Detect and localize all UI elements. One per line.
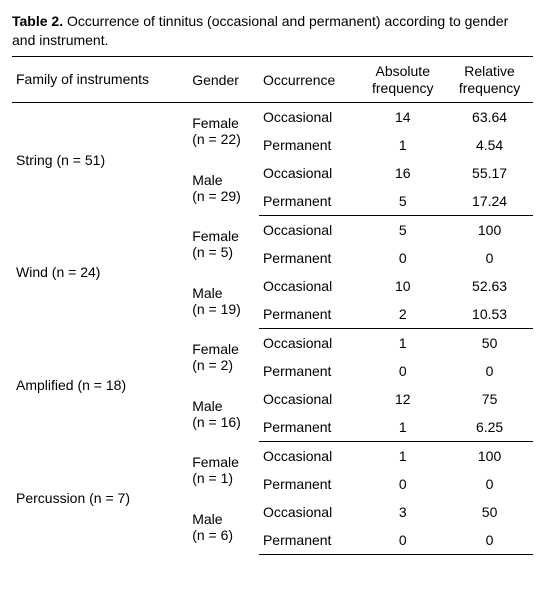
family-cell: Wind (n = 24) <box>12 216 188 329</box>
table-row: String (n = 51)Female(n = 22)Occasional1… <box>12 103 533 132</box>
absolute-cell: 16 <box>359 159 446 187</box>
table-label: Table 2. <box>12 13 63 29</box>
gender-cell: Female(n = 5) <box>188 216 259 273</box>
family-cell: Percussion (n = 7) <box>12 442 188 555</box>
absolute-cell: 0 <box>359 357 446 385</box>
occurrence-cell: Permanent <box>259 357 359 385</box>
gender-label: Male <box>192 285 222 301</box>
absolute-cell: 0 <box>359 244 446 272</box>
gender-cell: Male(n = 19) <box>188 272 259 329</box>
occurrence-cell: Permanent <box>259 470 359 498</box>
col-family: Family of instruments <box>12 56 188 103</box>
gender-label: Female <box>192 454 239 470</box>
col-relative-2: frequency <box>459 80 520 96</box>
gender-n: (n = 19) <box>192 301 241 317</box>
occurrence-cell: Permanent <box>259 413 359 442</box>
occurrence-cell: Occasional <box>259 159 359 187</box>
occurrence-cell: Occasional <box>259 103 359 132</box>
absolute-cell: 12 <box>359 385 446 413</box>
absolute-cell: 3 <box>359 498 446 526</box>
occurrence-cell: Occasional <box>259 216 359 245</box>
absolute-cell: 1 <box>359 329 446 358</box>
col-relative: Relative frequency <box>446 56 533 103</box>
occurrence-cell: Occasional <box>259 385 359 413</box>
col-gender: Gender <box>188 56 259 103</box>
relative-cell: 50 <box>446 498 533 526</box>
table-caption: Table 2. Occurrence of tinnitus (occasio… <box>12 12 533 50</box>
gender-label: Female <box>192 341 239 357</box>
gender-label: Male <box>192 511 222 527</box>
absolute-cell: 0 <box>359 470 446 498</box>
table-caption-text: Occurrence of tinnitus (occasional and p… <box>12 13 508 48</box>
col-relative-1: Relative <box>464 63 515 79</box>
col-absolute-1: Absolute <box>376 63 430 79</box>
occurrence-cell: Occasional <box>259 442 359 471</box>
gender-cell: Female(n = 2) <box>188 329 259 386</box>
family-cell: String (n = 51) <box>12 103 188 216</box>
relative-cell: 100 <box>446 216 533 245</box>
col-absolute: Absolute frequency <box>359 56 446 103</box>
absolute-cell: 1 <box>359 413 446 442</box>
absolute-cell: 5 <box>359 216 446 245</box>
relative-cell: 0 <box>446 244 533 272</box>
absolute-cell: 2 <box>359 300 446 329</box>
gender-label: Male <box>192 172 222 188</box>
relative-cell: 50 <box>446 329 533 358</box>
gender-cell: Male(n = 16) <box>188 385 259 442</box>
occurrence-cell: Permanent <box>259 244 359 272</box>
table-row: Wind (n = 24)Female(n = 5)Occasional5100 <box>12 216 533 245</box>
gender-cell: Male(n = 6) <box>188 498 259 555</box>
absolute-cell: 14 <box>359 103 446 132</box>
gender-n: (n = 22) <box>192 131 241 147</box>
occurrence-cell: Occasional <box>259 498 359 526</box>
gender-n: (n = 2) <box>192 357 233 373</box>
gender-n: (n = 5) <box>192 244 233 260</box>
relative-cell: 100 <box>446 442 533 471</box>
family-cell: Amplified (n = 18) <box>12 329 188 442</box>
gender-cell: Female(n = 1) <box>188 442 259 499</box>
occurrence-cell: Permanent <box>259 526 359 555</box>
absolute-cell: 1 <box>359 442 446 471</box>
relative-cell: 6.25 <box>446 413 533 442</box>
relative-cell: 17.24 <box>446 187 533 216</box>
occurrence-cell: Occasional <box>259 329 359 358</box>
tinnitus-table: Family of instruments Gender Occurrence … <box>12 56 533 556</box>
occurrence-cell: Occasional <box>259 272 359 300</box>
absolute-cell: 5 <box>359 187 446 216</box>
gender-n: (n = 1) <box>192 470 233 486</box>
relative-cell: 10.53 <box>446 300 533 329</box>
relative-cell: 75 <box>446 385 533 413</box>
occurrence-cell: Permanent <box>259 300 359 329</box>
gender-label: Female <box>192 115 239 131</box>
gender-n: (n = 6) <box>192 527 233 543</box>
absolute-cell: 1 <box>359 131 446 159</box>
col-occurrence: Occurrence <box>259 56 359 103</box>
gender-cell: Female(n = 22) <box>188 103 259 160</box>
relative-cell: 4.54 <box>446 131 533 159</box>
occurrence-cell: Permanent <box>259 131 359 159</box>
col-absolute-2: frequency <box>372 80 433 96</box>
gender-label: Female <box>192 228 239 244</box>
relative-cell: 0 <box>446 470 533 498</box>
gender-n: (n = 16) <box>192 414 241 430</box>
absolute-cell: 0 <box>359 526 446 555</box>
gender-cell: Male(n = 29) <box>188 159 259 216</box>
relative-cell: 0 <box>446 357 533 385</box>
gender-n: (n = 29) <box>192 188 241 204</box>
relative-cell: 52.63 <box>446 272 533 300</box>
absolute-cell: 10 <box>359 272 446 300</box>
table-header-row: Family of instruments Gender Occurrence … <box>12 56 533 103</box>
relative-cell: 0 <box>446 526 533 555</box>
occurrence-cell: Permanent <box>259 187 359 216</box>
col-family-text: Family of instruments <box>16 71 149 87</box>
relative-cell: 55.17 <box>446 159 533 187</box>
gender-label: Male <box>192 398 222 414</box>
table-row: Amplified (n = 18)Female(n = 2)Occasiona… <box>12 329 533 358</box>
relative-cell: 63.64 <box>446 103 533 132</box>
table-row: Percussion (n = 7)Female(n = 1)Occasiona… <box>12 442 533 471</box>
